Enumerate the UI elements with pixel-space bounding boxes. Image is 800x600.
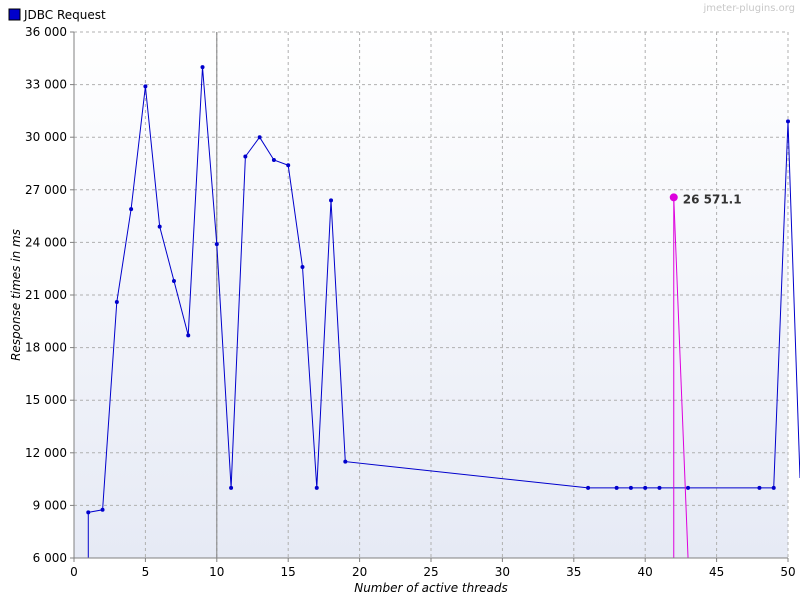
x-tick-label: 20 [352, 565, 367, 579]
data-point [143, 84, 148, 89]
x-tick-label: 40 [638, 565, 653, 579]
data-point [586, 485, 591, 490]
grid-lines [74, 31, 789, 558]
data-point [271, 157, 276, 162]
data-point [257, 135, 262, 140]
data-point [114, 300, 119, 305]
data-point [214, 242, 219, 247]
data-point [628, 485, 633, 490]
x-tick-label: 35 [566, 565, 581, 579]
data-point [243, 154, 248, 159]
y-tick-label: 18 000 [25, 341, 67, 355]
data-point [286, 163, 291, 168]
x-axis-title: Number of active threads [354, 581, 508, 595]
data-point [643, 485, 648, 490]
y-axis-title: Response times in ms [9, 229, 23, 361]
data-point [686, 485, 691, 490]
series-layer [86, 65, 800, 558]
y-tick-label: 36 000 [25, 25, 67, 39]
data-point [786, 119, 790, 124]
data-point [200, 65, 205, 70]
series-line-jdbc-request [88, 67, 789, 513]
highlight-value-label: 26 571.1 [683, 192, 742, 206]
highlight-layer: 26 571.1 [669, 192, 742, 559]
x-tick-label: 0 [70, 565, 78, 579]
x-tick-label: 50 [780, 565, 795, 579]
data-point [771, 485, 776, 490]
tick-labels: 0 5 10 15 20 25 30 35 40 45 50 6 000 9 000 12 000 15 0… [25, 25, 796, 579]
series-tail [787, 121, 800, 479]
data-point [757, 485, 762, 490]
x-tick-label: 5 [142, 565, 150, 579]
y-tick-label: 9 000 [33, 498, 67, 512]
data-point [329, 198, 334, 203]
y-tick-label: 27 000 [25, 183, 67, 197]
data-point [171, 278, 176, 283]
data-point [229, 485, 234, 490]
y-tick-label: 12 000 [25, 446, 67, 460]
data-point [614, 485, 619, 490]
highlight-line-right [673, 197, 689, 559]
data-point [157, 224, 162, 229]
legend-label: JDBC Request [23, 8, 106, 22]
y-tick-label: 33 000 [25, 78, 67, 92]
watermark: jmeter-plugins.org [702, 3, 795, 14]
data-point [657, 485, 662, 490]
x-tick-label: 15 [281, 565, 296, 579]
data-point [343, 459, 348, 464]
data-point [86, 510, 91, 515]
x-tick-label: 45 [709, 565, 724, 579]
y-tick-label: 21 000 [25, 288, 67, 302]
highlight-point [669, 193, 678, 202]
data-point [186, 333, 191, 338]
x-tick-label: 10 [209, 565, 224, 579]
y-tick-label: 30 000 [25, 130, 67, 144]
data-point [300, 264, 305, 269]
data-point [314, 485, 319, 490]
legend-swatch [8, 8, 21, 21]
data-point [129, 207, 134, 212]
legend: JDBC Request [8, 8, 106, 22]
y-tick-label: 24 000 [25, 235, 67, 249]
y-tick-label: 6 000 [33, 551, 67, 565]
y-tick-label: 15 000 [25, 393, 67, 407]
data-point [100, 507, 105, 512]
x-tick-label: 25 [423, 565, 438, 579]
x-tick-label: 30 [495, 565, 510, 579]
